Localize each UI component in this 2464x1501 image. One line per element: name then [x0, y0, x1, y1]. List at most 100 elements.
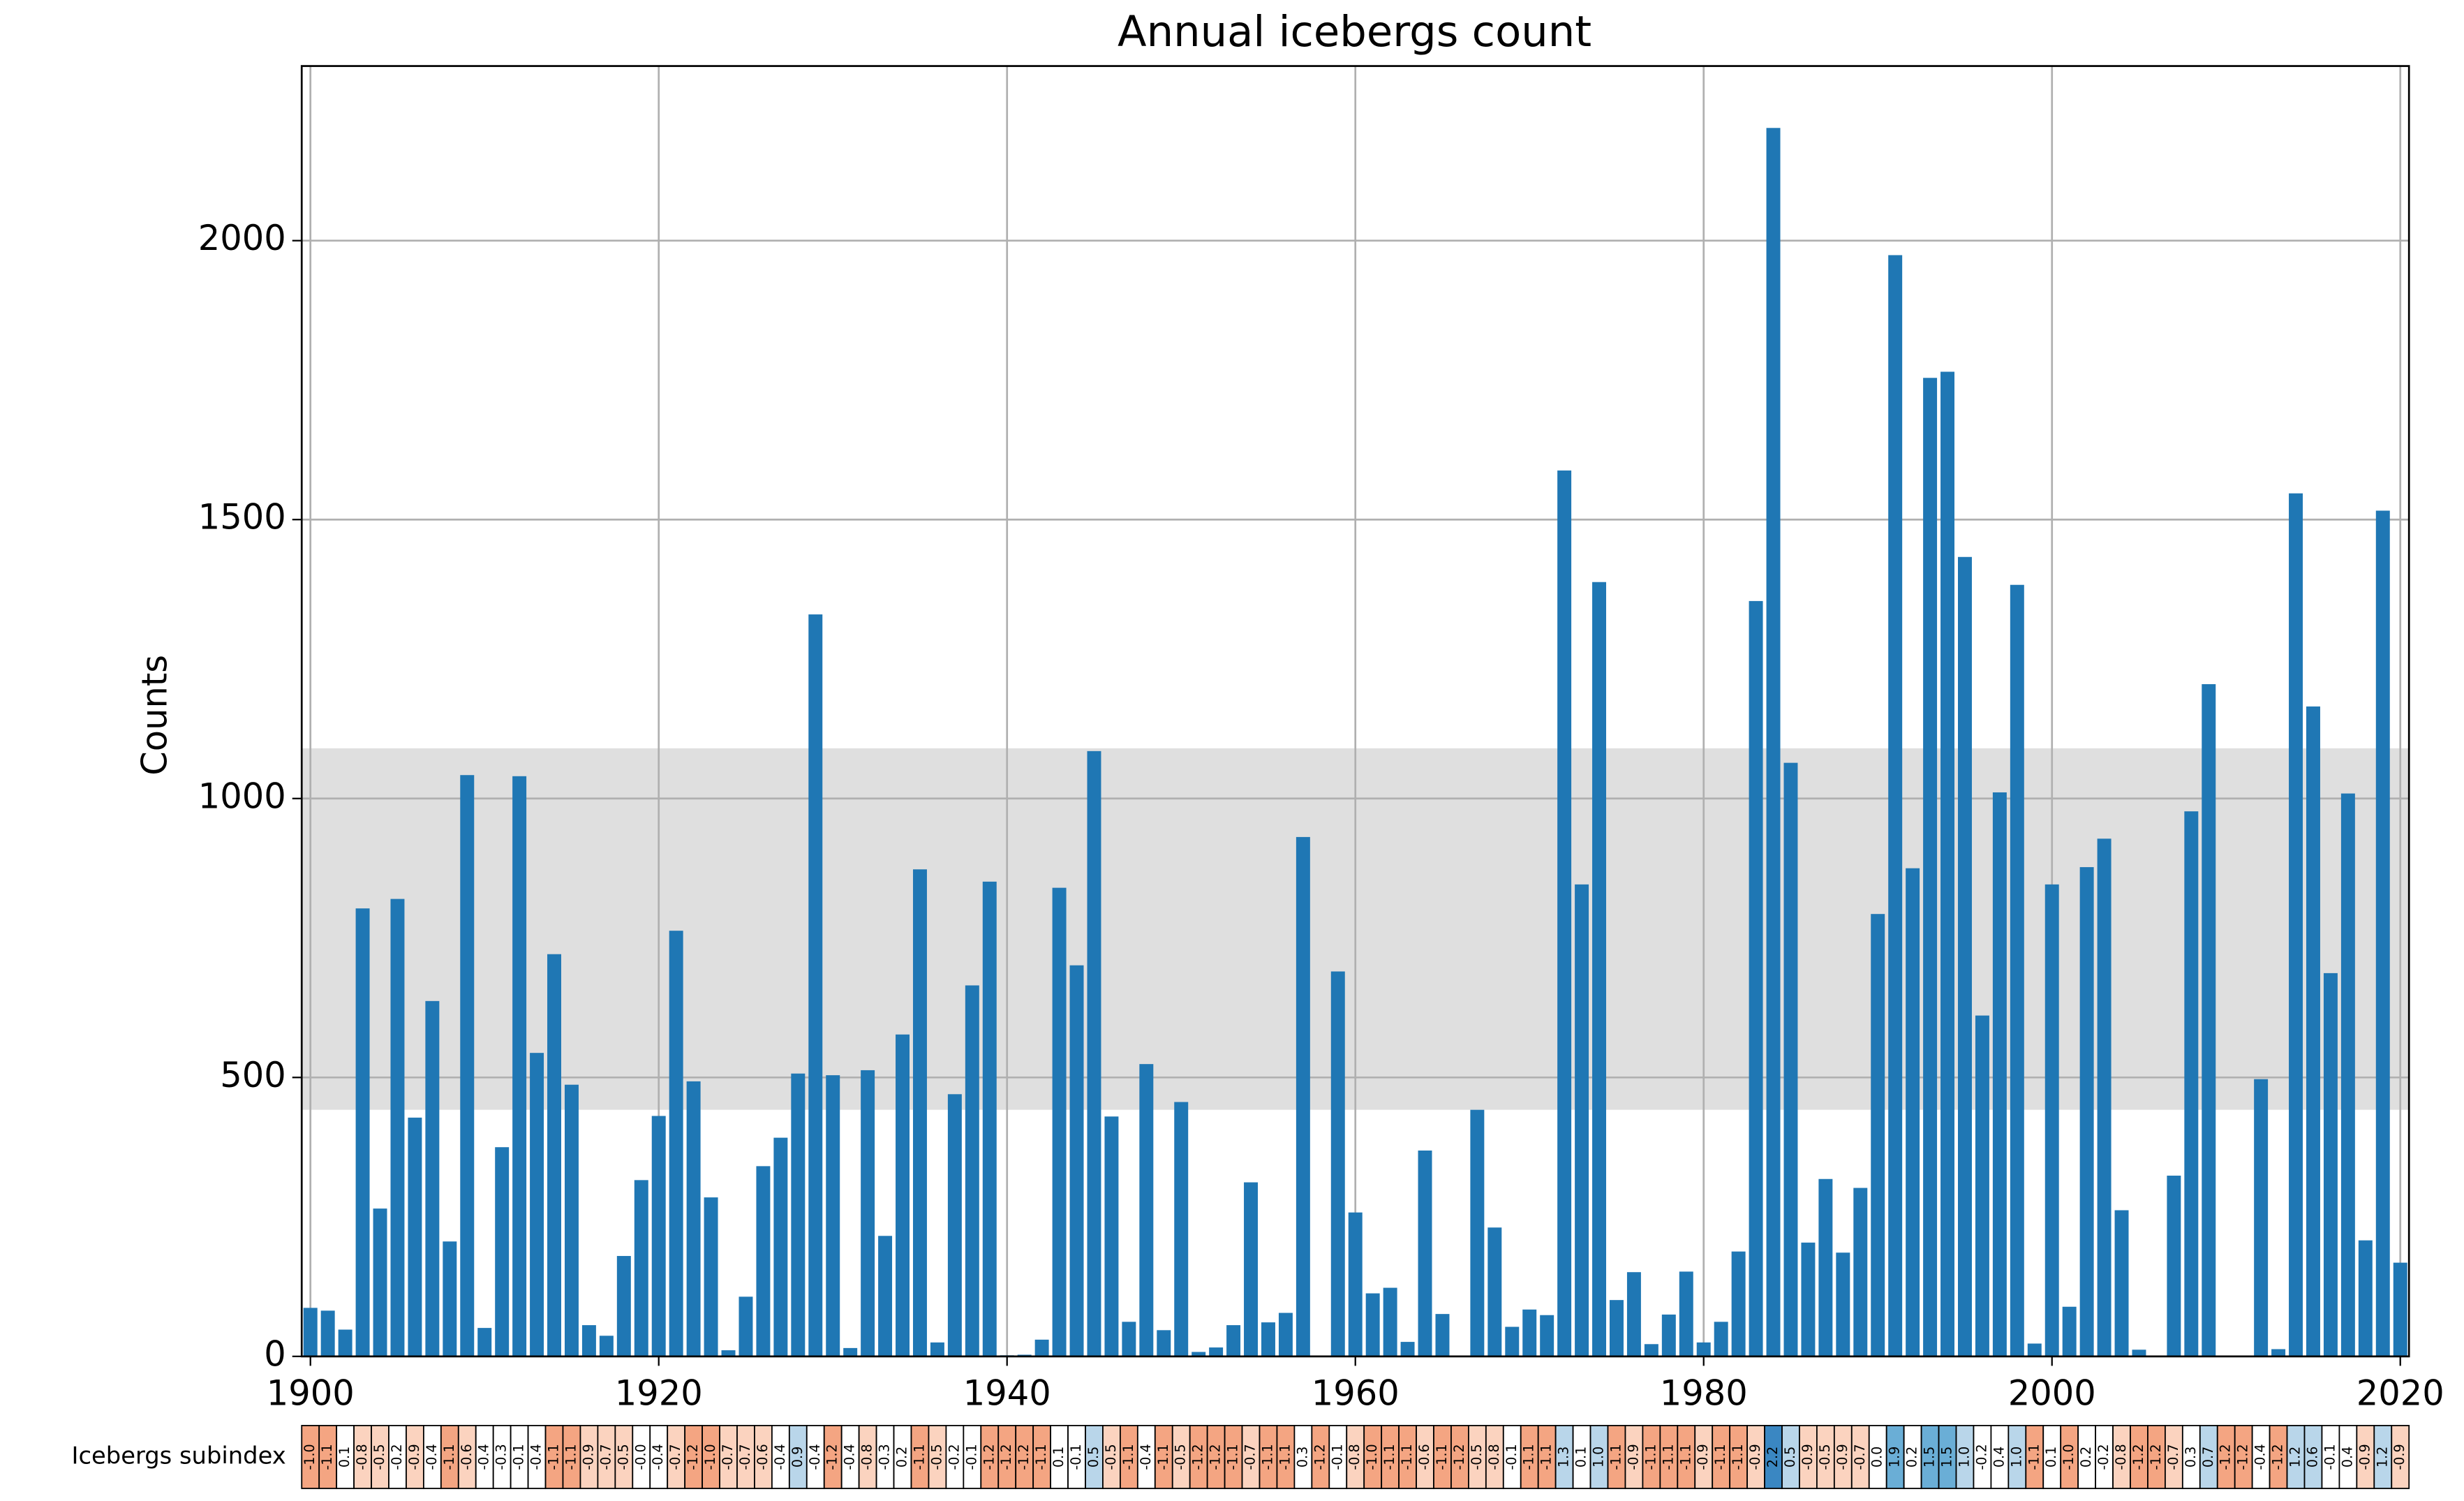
table-cell — [1502, 1425, 1522, 1489]
table-cell-label: -0.7 — [598, 1444, 614, 1470]
table-cell-label: -1.2 — [1190, 1444, 1206, 1470]
table-cell-label: 0.1 — [1051, 1447, 1067, 1467]
bar — [2271, 1349, 2286, 1356]
table-cell-label: -1.1 — [1660, 1444, 1676, 1470]
table-cell — [318, 1425, 338, 1489]
table-cell-label: -0.4 — [650, 1444, 666, 1470]
bar — [1801, 1242, 1816, 1356]
table-cell-label: 1.9 — [1887, 1447, 1903, 1467]
table-cell — [1468, 1425, 1487, 1489]
bar — [303, 1308, 318, 1356]
bar — [1069, 965, 1084, 1356]
table-cell — [2216, 1425, 2236, 1489]
table-cell-label: -1.2 — [824, 1444, 840, 1470]
table-cell-label: -0.9 — [1695, 1444, 1711, 1470]
bar — [669, 931, 683, 1356]
table-cell — [2391, 1425, 2410, 1489]
table-cell-label: -1.1 — [1642, 1444, 1658, 1470]
table-cell — [1050, 1425, 1069, 1489]
table-cell — [1729, 1425, 1749, 1489]
bar — [1104, 1116, 1119, 1356]
bar — [2114, 1210, 2129, 1356]
bar — [2044, 884, 2059, 1356]
table-cell-label: 0.0 — [1869, 1447, 1885, 1467]
bar — [1731, 1251, 1746, 1356]
table-cell — [2181, 1425, 2201, 1489]
table-cell — [1433, 1425, 1452, 1489]
table-cell-label: 0.7 — [2200, 1447, 2216, 1467]
table-cell — [788, 1425, 808, 1489]
bar — [808, 614, 823, 1356]
bar — [1418, 1151, 1432, 1356]
bar — [1575, 884, 1589, 1356]
bar — [373, 1208, 387, 1356]
bar — [773, 1137, 788, 1356]
table-cell — [2060, 1425, 2079, 1489]
bar — [1365, 1293, 1380, 1356]
table-cell-label: -1.1 — [1712, 1444, 1728, 1470]
table-cell-label: -0.8 — [1346, 1444, 1363, 1470]
bar — [1278, 1313, 1293, 1356]
bar — [1522, 1309, 1537, 1356]
table-cell-label: -0.2 — [1973, 1444, 1989, 1470]
table-cell-label: -1.1 — [1521, 1444, 1537, 1470]
table-cell-label: -0.4 — [2253, 1444, 2269, 1470]
bar — [1836, 1252, 1850, 1356]
bar — [512, 776, 527, 1356]
table-cell — [510, 1425, 529, 1489]
table-cell-label: -0.4 — [772, 1444, 788, 1470]
table-cell-label: 0.1 — [336, 1447, 352, 1467]
table-cell-label: -0.4 — [1138, 1444, 1154, 1470]
table-cell-label: -1.1 — [1677, 1444, 1693, 1470]
bar — [2062, 1306, 2077, 1356]
table-cell-label: -0.5 — [928, 1444, 944, 1470]
x-tick-label: 1960 — [1312, 1373, 1400, 1414]
table-cell-label: -1.1 — [441, 1444, 457, 1470]
table-cell — [1520, 1425, 1539, 1489]
table-cell-label: 1.3 — [1556, 1447, 1572, 1467]
bar — [1209, 1347, 1224, 1356]
bar — [2202, 683, 2216, 1356]
table-cell-label: -0.9 — [1747, 1444, 1763, 1470]
table-cell-label: 1.0 — [2008, 1447, 2024, 1467]
table-cell — [1346, 1425, 1365, 1489]
table-cell-label: -1.2 — [2270, 1444, 2286, 1470]
table-cell-label: -0.2 — [946, 1444, 962, 1470]
table-cell — [406, 1425, 424, 1489]
table-cell-label: 0.1 — [1573, 1447, 1589, 1467]
table-cell — [1154, 1425, 1173, 1489]
bar — [1888, 255, 1903, 1356]
bar — [1609, 1300, 1624, 1356]
table-cell-label: -0.6 — [755, 1444, 771, 1470]
bar — [826, 1075, 840, 1356]
bar — [1679, 1271, 1693, 1356]
y-tick-label: 500 — [220, 1055, 286, 1095]
bar — [2254, 1079, 2269, 1356]
bar — [408, 1117, 422, 1356]
bar — [896, 1034, 910, 1356]
table-cell-label: -1.2 — [1208, 1444, 1224, 1470]
table-cell-label: -0.7 — [1852, 1444, 1868, 1470]
y-tick-label: 1000 — [198, 776, 286, 816]
table-cell — [1816, 1425, 1835, 1489]
table-cell-label: -0.8 — [354, 1444, 370, 1470]
bar — [1157, 1330, 1171, 1356]
bar — [1696, 1342, 1711, 1356]
table-cell — [1171, 1425, 1191, 1489]
bar — [912, 869, 927, 1356]
table-cell-label: -0.9 — [1834, 1444, 1850, 1470]
bar — [1244, 1182, 1259, 1356]
table-cell — [2042, 1425, 2062, 1489]
bar — [2097, 838, 2112, 1356]
table-cell-label: -0.5 — [371, 1444, 387, 1470]
table-cell-label: 1.2 — [2287, 1447, 2303, 1467]
bar — [2323, 973, 2338, 1356]
table-cell-label: -0.4 — [424, 1444, 440, 1470]
bar — [861, 1070, 875, 1356]
table-cell — [1067, 1425, 1086, 1489]
bar — [616, 1256, 631, 1356]
bar — [1766, 128, 1781, 1356]
table-cell-label: -1.0 — [302, 1444, 318, 1470]
table-cell-label: -0.3 — [493, 1444, 510, 1470]
table-cell — [2321, 1425, 2340, 1489]
